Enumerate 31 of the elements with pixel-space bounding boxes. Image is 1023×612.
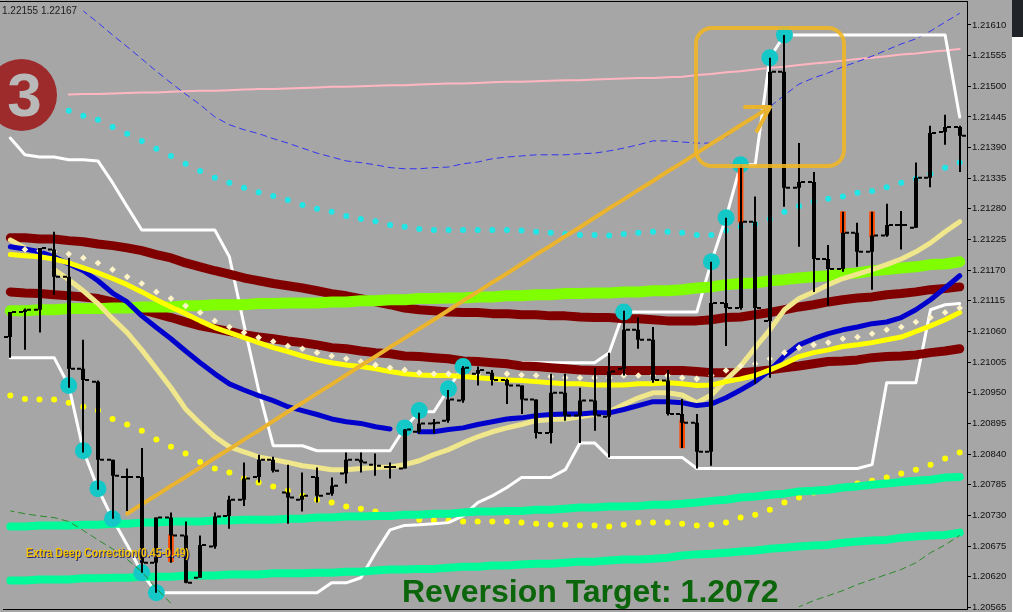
y-tick-label: 1.20730 <box>972 509 1007 520</box>
y-tick-label: 1.21555 <box>972 49 1007 61</box>
y-tick-label: 1.20565 <box>972 600 1007 612</box>
y-tick-label: 1.21225 <box>972 233 1007 245</box>
y-tick-label: 1.21500 <box>972 79 1007 91</box>
y-tick-label: 1.21060 <box>972 325 1007 337</box>
y-tick-label: 1.21445 <box>972 110 1007 122</box>
annotation: 1.22155 1.22167 <box>2 5 78 16</box>
y-tick-label: 1.20620 <box>972 570 1007 582</box>
candlestick <box>850 221 864 268</box>
candlestick <box>939 113 951 146</box>
y-tick-label: 1.20895 <box>972 417 1007 429</box>
y-tick-label: 1.21610 <box>972 18 1007 30</box>
y-tick-label: 1.21280 <box>972 202 1007 214</box>
point <box>104 510 122 528</box>
y-tick-label: 1.21005 <box>972 355 1007 367</box>
annotation: Reversion Target: 1.2072 <box>402 573 779 609</box>
point <box>74 442 92 460</box>
y-tick-label: 1.20840 <box>972 447 1007 459</box>
y-tick-label: 1.21115 <box>972 294 1005 306</box>
candlestick <box>881 202 893 238</box>
y-tick-label: 1.20675 <box>972 539 1007 551</box>
point <box>761 49 779 67</box>
candlestick <box>895 210 907 251</box>
y-tick-label: 1.20950 <box>972 386 1007 398</box>
y-tick-label: 1.21170 <box>972 263 1006 275</box>
y-tick-label: 1.21390 <box>972 141 1007 153</box>
y-tick-label: 1.20785 <box>972 478 1007 490</box>
candlestick <box>821 244 835 307</box>
candlestick <box>19 307 31 351</box>
y-tick-label: 1.21335 <box>972 171 1007 183</box>
